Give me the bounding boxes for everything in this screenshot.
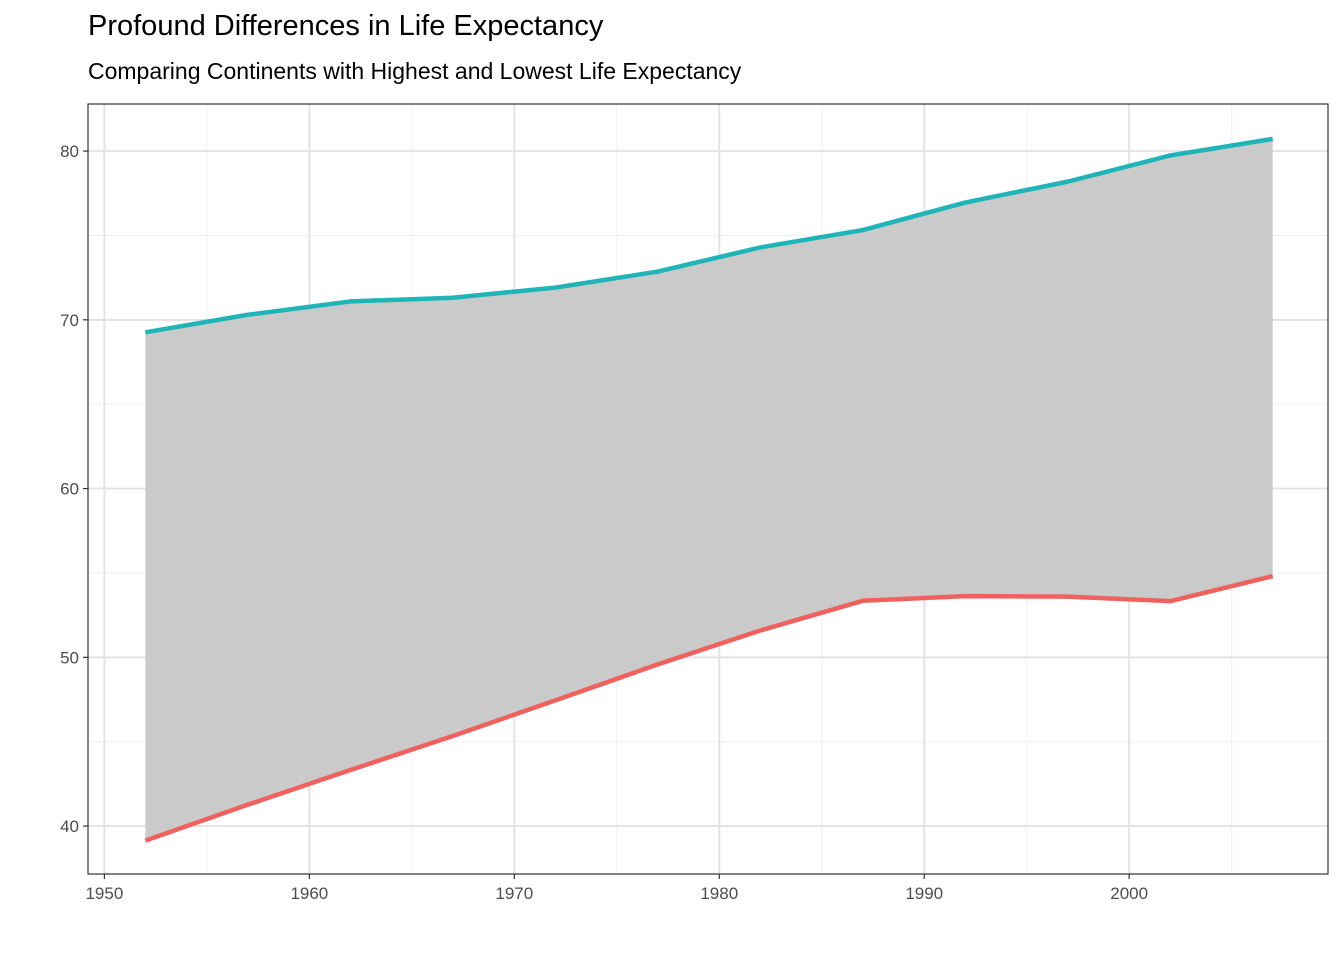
x-tick-label: 1970 (495, 884, 533, 903)
y-tick-label: 40 (60, 817, 79, 836)
y-tick-label: 50 (60, 648, 79, 667)
chart-title: Profound Differences in Life Expectancy (88, 10, 604, 42)
ribbon-area (145, 138, 1273, 841)
x-tick-label: 2000 (1110, 884, 1148, 903)
x-tick-label: 1950 (85, 884, 123, 903)
y-tick-label: 60 (60, 480, 79, 499)
chart-subtitle: Comparing Continents with Highest and Lo… (88, 58, 742, 84)
x-tick-label: 1990 (905, 884, 943, 903)
series-line-0 (145, 136, 1274, 335)
x-tick-label: 1960 (290, 884, 328, 903)
y-tick-label: 80 (60, 142, 79, 161)
x-tick-label: 1980 (700, 884, 738, 903)
series-line-1 (144, 573, 1274, 843)
y-tick-label: 70 (60, 311, 79, 330)
